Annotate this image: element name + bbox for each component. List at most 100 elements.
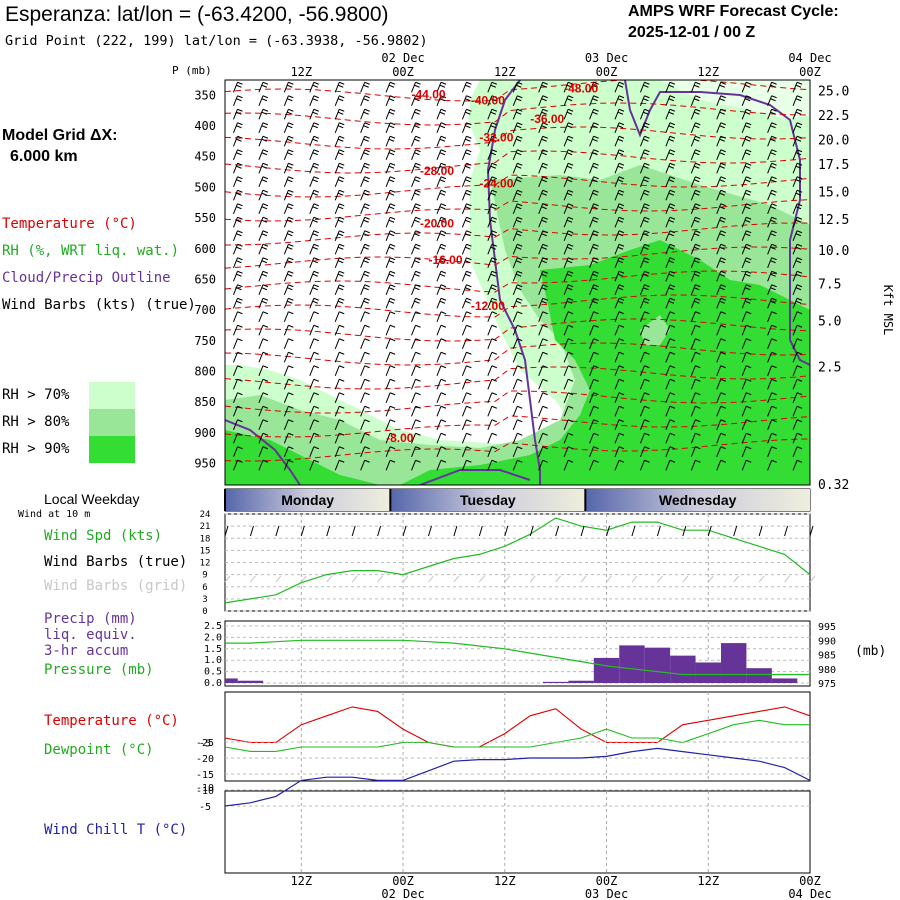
wind-barb <box>258 81 269 93</box>
wind-barb <box>283 176 294 187</box>
wind-barb <box>258 392 269 403</box>
barb-flag <box>262 189 269 193</box>
wind-barb <box>589 108 599 120</box>
barb-flag <box>237 230 243 234</box>
barb-flag <box>262 446 269 450</box>
barb-flag <box>668 165 675 169</box>
barb-flag <box>363 246 369 250</box>
barb-staff <box>360 82 366 93</box>
barb-staff <box>283 433 289 444</box>
wind-barb <box>233 270 243 282</box>
barb-flag <box>542 392 548 396</box>
temperature-contour-label: -32.00 <box>479 130 513 144</box>
barb-flag <box>415 135 421 139</box>
pressure-tick-label: 800 <box>194 364 216 378</box>
precip-label: Precip (mm) <box>44 611 137 627</box>
bottom-hour-label: 12Z <box>697 874 719 888</box>
barb-staff <box>665 163 671 174</box>
barb-staff <box>538 446 544 457</box>
barb-flag <box>237 405 243 409</box>
barb-flag <box>237 378 243 382</box>
barb-flag <box>237 270 243 274</box>
barb-flag <box>567 351 574 355</box>
barb-flag <box>542 135 548 139</box>
barb-flag <box>389 149 396 153</box>
barb-flag <box>796 122 803 126</box>
barb-staff <box>716 244 722 255</box>
wind-barb <box>436 203 447 214</box>
barb-flag <box>364 162 370 166</box>
wind-chill-panel: -5-10-15-20-25 <box>196 738 811 813</box>
barb-staff <box>716 325 722 336</box>
barb-flag <box>414 138 420 142</box>
wind-speed-tick: 9 <box>202 571 207 581</box>
wind-barb <box>639 270 650 282</box>
wind-barb <box>716 216 726 228</box>
wind-barb <box>767 446 777 457</box>
wind-barb-true <box>326 525 331 537</box>
barb-flag <box>644 162 650 166</box>
barb-staff <box>258 95 264 106</box>
barb-staff <box>309 95 315 106</box>
barb-staff <box>436 244 442 255</box>
wind-barb <box>589 122 599 133</box>
barb-flag <box>261 179 268 183</box>
barb-flag <box>415 392 421 396</box>
pressure-label: Pressure (mb) <box>44 662 154 678</box>
barb-staff <box>512 95 518 106</box>
barb-staff <box>512 217 518 228</box>
wind-barb <box>258 257 269 268</box>
barb-flag <box>491 189 498 193</box>
barb-staff <box>716 446 722 457</box>
barb-staff <box>360 244 366 255</box>
barb-flag <box>695 351 701 355</box>
barb-flag <box>618 135 625 139</box>
wind-barb <box>767 378 777 390</box>
barb-flag <box>720 351 726 355</box>
barb-flag <box>440 216 447 220</box>
pressure-tick: 995 <box>818 622 836 633</box>
wind-barb <box>767 203 777 214</box>
barb-flag <box>745 405 752 409</box>
wind-barb <box>233 297 243 309</box>
temperature-contour-label: -40.00 <box>471 94 505 108</box>
wind-barb <box>385 162 396 174</box>
barb-staff <box>233 311 238 322</box>
barb-flag <box>490 300 497 304</box>
barb-staff <box>258 82 264 93</box>
wind-barb <box>411 95 421 106</box>
barb-staff <box>487 271 493 282</box>
barb-flag <box>720 324 726 328</box>
wind-barb <box>411 81 421 93</box>
barb-staff <box>563 217 569 228</box>
barb-flag <box>745 324 752 328</box>
wind-barb <box>741 243 752 255</box>
wind-barb <box>436 284 447 295</box>
barb-flag <box>288 95 294 99</box>
wind-barb <box>487 122 498 133</box>
barb-flag <box>236 165 242 169</box>
wind-barb <box>665 203 676 214</box>
barb-flag <box>466 324 472 328</box>
barb-flag <box>542 419 548 423</box>
barb-staff <box>512 230 518 241</box>
barb-staff <box>792 136 798 147</box>
wind-barb <box>411 122 421 133</box>
wind-barb <box>309 176 319 187</box>
barb-flag <box>388 300 395 304</box>
barb-flag <box>261 273 268 277</box>
barb-staff <box>690 352 696 363</box>
wind-barb <box>716 365 726 376</box>
barb-flag <box>744 219 751 223</box>
barb-flag <box>669 149 676 153</box>
barb-staff <box>767 338 773 349</box>
precip-tick: 0.0 <box>204 678 222 689</box>
wind-barb <box>411 230 421 241</box>
barb-staff <box>614 82 620 93</box>
barb-flag <box>236 111 242 115</box>
wind-barb-grid <box>224 575 231 583</box>
wind-barb <box>411 311 421 322</box>
wind-barb <box>589 432 599 444</box>
barb-staff <box>512 392 518 403</box>
wind-barb <box>385 419 396 430</box>
